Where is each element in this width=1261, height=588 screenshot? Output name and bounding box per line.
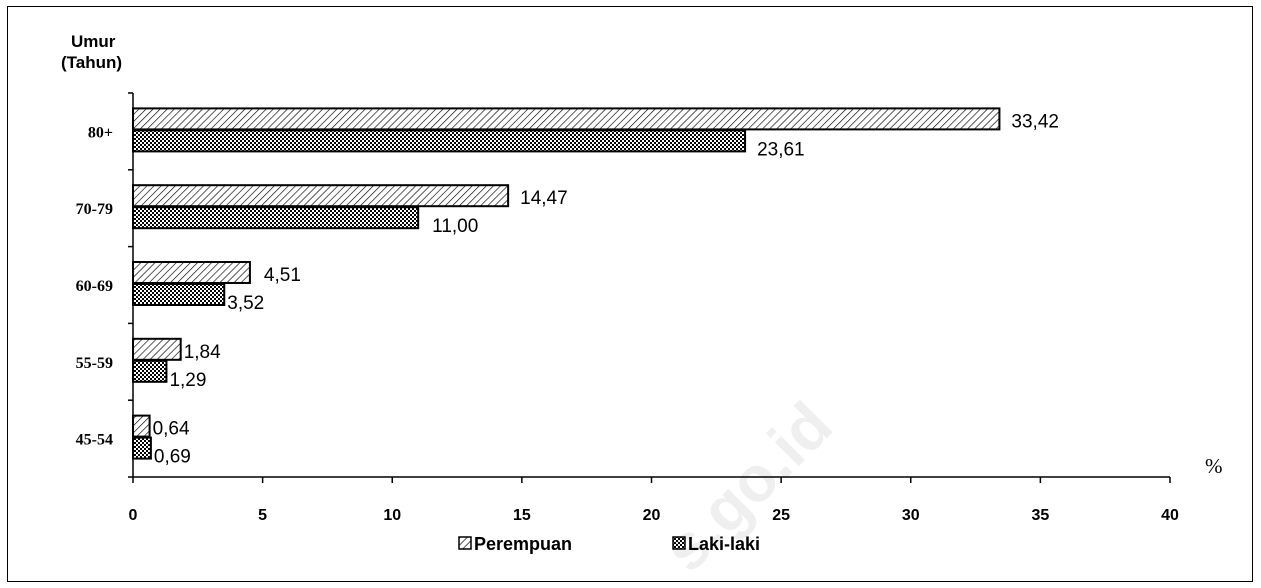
x-tick-label: 40	[1161, 507, 1179, 524]
y-axis-title: Umur (Tahun)	[61, 32, 122, 72]
x-tick-label: 35	[1031, 507, 1049, 524]
y-category-label: 70-79	[76, 201, 113, 218]
bar-perempuan	[132, 107, 1001, 131]
legend-swatch-laki-laki	[672, 536, 686, 550]
bar-laki-laki	[132, 206, 420, 230]
bar-perempuan	[132, 261, 251, 284]
data-label-laki-laki: 1,29	[169, 370, 206, 391]
legend-swatch-perempuan	[458, 536, 472, 550]
x-tick-label: 30	[902, 507, 920, 524]
x-tick-label: 0	[129, 507, 138, 524]
data-label-perempuan: 0,64	[153, 419, 190, 440]
data-label-perempuan: 4,51	[264, 265, 301, 286]
x-tick-label: 5	[258, 507, 267, 524]
bar-perempuan	[132, 337, 182, 361]
data-label-perempuan: 1,84	[184, 342, 221, 363]
y-category-label: 80+	[88, 124, 113, 141]
legend-label-laki-laki: Laki-laki	[688, 534, 760, 554]
data-label-laki-laki: 3,52	[227, 293, 264, 314]
legend-label-perempuan: Perempuan	[474, 534, 572, 554]
y-category-label: 45-54	[76, 432, 113, 449]
bar-perempuan	[132, 184, 510, 208]
watermark: s.go.id	[649, 388, 846, 585]
bar-laki-laki	[132, 129, 747, 153]
x-tick-label: 15	[513, 507, 531, 524]
data-label-laki-laki: 23,61	[757, 139, 805, 160]
y-category-label: 60-69	[76, 278, 113, 295]
data-label-laki-laki: 11,00	[432, 216, 478, 237]
bar-perempuan	[132, 414, 151, 438]
data-label-perempuan: 33,42	[1011, 111, 1059, 132]
bar-laki-laki	[132, 436, 152, 460]
bars-group: 33,42 23,61 14,47 11,00 4,513,52 1,84 1,29 0,64…	[132, 107, 1059, 468]
x-tick-label: 20	[643, 507, 661, 524]
bar-laki-laki	[132, 359, 168, 383]
data-label-laki-laki: 0,69	[154, 447, 191, 468]
x-tick-label: 10	[383, 507, 401, 524]
x-tick-label: 25	[772, 507, 790, 524]
data-label-perempuan: 14,47	[520, 188, 568, 209]
legend: Perempuan Laki-laki	[458, 534, 760, 554]
axes-group: 0 5 10 15 20 25 30 35 40 80+ 70-79 60-69 55-59 45-54	[76, 92, 1179, 524]
bar-laki-laki	[132, 283, 226, 306]
x-unit-label: %	[1205, 454, 1223, 478]
y-category-label: 55-59	[76, 355, 113, 372]
